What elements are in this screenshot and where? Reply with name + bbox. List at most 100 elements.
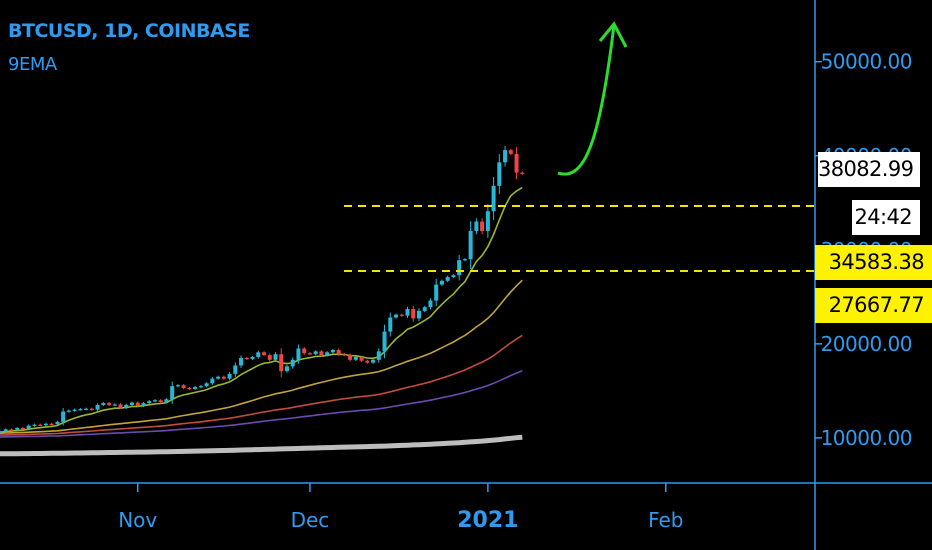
candle-body xyxy=(32,424,37,426)
candle-body xyxy=(55,421,60,425)
level-tag-lower: 27667.77 xyxy=(815,288,932,323)
candle-body xyxy=(187,388,192,390)
candles xyxy=(0,145,525,434)
candle-body xyxy=(9,429,14,431)
candle-body xyxy=(101,403,106,405)
candle-body xyxy=(353,356,358,360)
candle-body xyxy=(20,427,25,430)
candle-body xyxy=(152,400,157,402)
ma-line xyxy=(0,334,523,436)
last-price-tag: 38082.99 xyxy=(818,152,920,187)
candle-body xyxy=(95,404,100,410)
candle-body xyxy=(503,150,508,163)
candle-body xyxy=(480,221,485,231)
candle-body xyxy=(411,309,416,319)
candle-body xyxy=(273,354,278,360)
candle-body xyxy=(296,348,301,360)
candle-body xyxy=(227,373,232,379)
candle-body xyxy=(38,424,43,426)
candle-body xyxy=(342,354,347,356)
candle-body xyxy=(78,409,83,411)
candle-body xyxy=(508,150,513,154)
candle-body xyxy=(279,354,284,372)
forecast-arrow xyxy=(557,24,616,176)
candle-body xyxy=(457,260,462,276)
candle-body xyxy=(129,402,135,405)
candle-body xyxy=(284,366,289,372)
ma-line xyxy=(0,186,523,433)
candle-body xyxy=(302,348,307,354)
candle-body xyxy=(336,349,341,355)
candle-body xyxy=(89,408,94,410)
candle-body xyxy=(256,352,261,357)
symbol-title[interactable]: BTCUSD, 1D, COINBASE xyxy=(8,20,250,42)
candle-body xyxy=(233,365,238,374)
candle-body xyxy=(175,385,180,387)
candle-body xyxy=(422,307,427,311)
candle-body xyxy=(112,404,117,406)
price-tick-label: 10000.00 xyxy=(821,426,912,450)
candle-body xyxy=(216,376,221,379)
indicator-label[interactable]: 9EMA xyxy=(8,54,57,75)
candle-body xyxy=(204,383,209,387)
countdown-tag: 24:42 xyxy=(852,200,920,235)
candle-body xyxy=(124,404,129,408)
candle-body xyxy=(445,277,450,281)
ma-line xyxy=(0,370,523,438)
candle-body xyxy=(382,331,387,352)
time-tick-label: 2021 xyxy=(457,508,518,533)
candle-body xyxy=(107,403,112,405)
candle-body xyxy=(198,386,203,388)
candle-body xyxy=(348,355,353,360)
time-tick-label: Nov xyxy=(118,508,157,532)
candle-body xyxy=(491,185,496,212)
candle-body xyxy=(451,275,456,278)
ma-line xyxy=(0,434,523,457)
candle-body xyxy=(434,284,439,301)
level-tag-upper: 34583.38 xyxy=(815,245,932,280)
candle-body xyxy=(61,411,66,422)
candle-body xyxy=(239,357,244,366)
candle-body xyxy=(330,349,335,353)
candle-body xyxy=(514,153,519,173)
candle-body xyxy=(0,431,3,433)
candle-body xyxy=(388,317,393,332)
candle-body xyxy=(416,310,421,319)
candle-body xyxy=(371,359,376,363)
candle-body xyxy=(26,425,31,429)
candle-body xyxy=(164,399,169,403)
forecast-arrowhead xyxy=(598,21,628,48)
moving-averages xyxy=(0,186,523,457)
candle-body xyxy=(43,423,48,426)
candle-body xyxy=(359,356,364,361)
candle-body xyxy=(193,387,198,389)
candle-body xyxy=(84,408,89,410)
candle-body xyxy=(399,314,404,316)
candle-body xyxy=(290,359,295,367)
candle-body xyxy=(474,221,479,231)
candle-body xyxy=(141,403,146,406)
candle-body xyxy=(439,280,444,285)
candle-body xyxy=(262,352,267,356)
candle-body xyxy=(49,423,54,425)
candle-body xyxy=(405,309,410,316)
candle-body xyxy=(147,401,152,404)
candle-body xyxy=(497,162,502,186)
candle-body xyxy=(376,351,381,360)
candle-body xyxy=(135,402,140,406)
candle-body xyxy=(267,355,272,360)
price-tick-label: 50000.00 xyxy=(821,50,912,74)
candle-body xyxy=(307,353,312,355)
candle-body xyxy=(158,400,163,403)
time-axis[interactable]: Nov Dec 2021 Feb xyxy=(118,483,683,533)
time-tick-label: Dec xyxy=(291,508,330,532)
candle-body xyxy=(72,409,77,411)
candle-body xyxy=(244,357,249,360)
candle-body xyxy=(394,314,399,318)
candle-body xyxy=(485,211,490,231)
candle-body xyxy=(3,429,8,432)
candle-body xyxy=(520,172,525,174)
candle-body xyxy=(462,259,467,261)
candle-body xyxy=(15,427,20,430)
